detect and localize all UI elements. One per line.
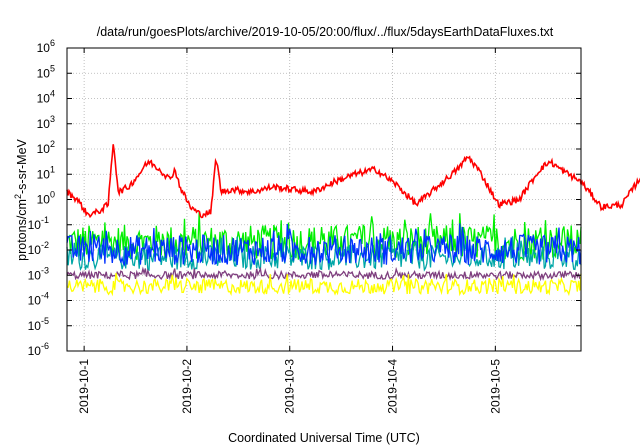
y-tick-label: 102 — [37, 139, 55, 156]
x-tick-label: 2019-10-2 — [180, 359, 194, 414]
x-tick-label: 2019-10-1 — [77, 359, 91, 414]
chart-title: /data/run/goesPlots/archive/2019-10-05/2… — [97, 25, 554, 39]
y-tick-label: 10-4 — [28, 291, 49, 308]
y-tick-label: 103 — [37, 114, 55, 131]
y-tick-label: 10-2 — [28, 240, 49, 257]
plot-frame — [66, 47, 582, 352]
y-tick-label: 101 — [37, 164, 55, 181]
series-line-4 — [66, 223, 582, 267]
y-tick-label: 100 — [37, 190, 55, 207]
y-tick-label: 10-5 — [28, 316, 49, 333]
y-tick-label: 10-6 — [28, 341, 49, 358]
x-tick-label: 2019-10-3 — [283, 359, 297, 414]
grid-lines — [67, 48, 581, 351]
x-tick-label: 2019-10-5 — [488, 359, 502, 414]
y-tick-label: 106 — [37, 38, 55, 55]
y-tick-label: 10-3 — [28, 265, 49, 282]
series-line-5 — [66, 266, 582, 282]
y-axis: 10-6 10-5 10-4 10-3 10-2 10-1 100 101 102 103 104 1… — [28, 38, 581, 358]
series-layer — [66, 144, 640, 297]
series-line-6 — [66, 272, 582, 297]
x-tick-label: 2019-10-4 — [386, 359, 400, 414]
y-tick-label: 10-1 — [28, 215, 49, 232]
y-tick-label: 105 — [37, 63, 55, 80]
x-axis-label: Coordinated Universal Time (UTC) — [228, 431, 420, 445]
y-tick-label: 104 — [37, 89, 55, 106]
y-axis-label: protons/cm2-s-sr-MeV — [13, 138, 29, 260]
series-line-1 — [66, 144, 640, 219]
x-axis: 2019-10-1 2019-10-2 2019-10-3 2019-10-4 2019… — [77, 48, 502, 414]
